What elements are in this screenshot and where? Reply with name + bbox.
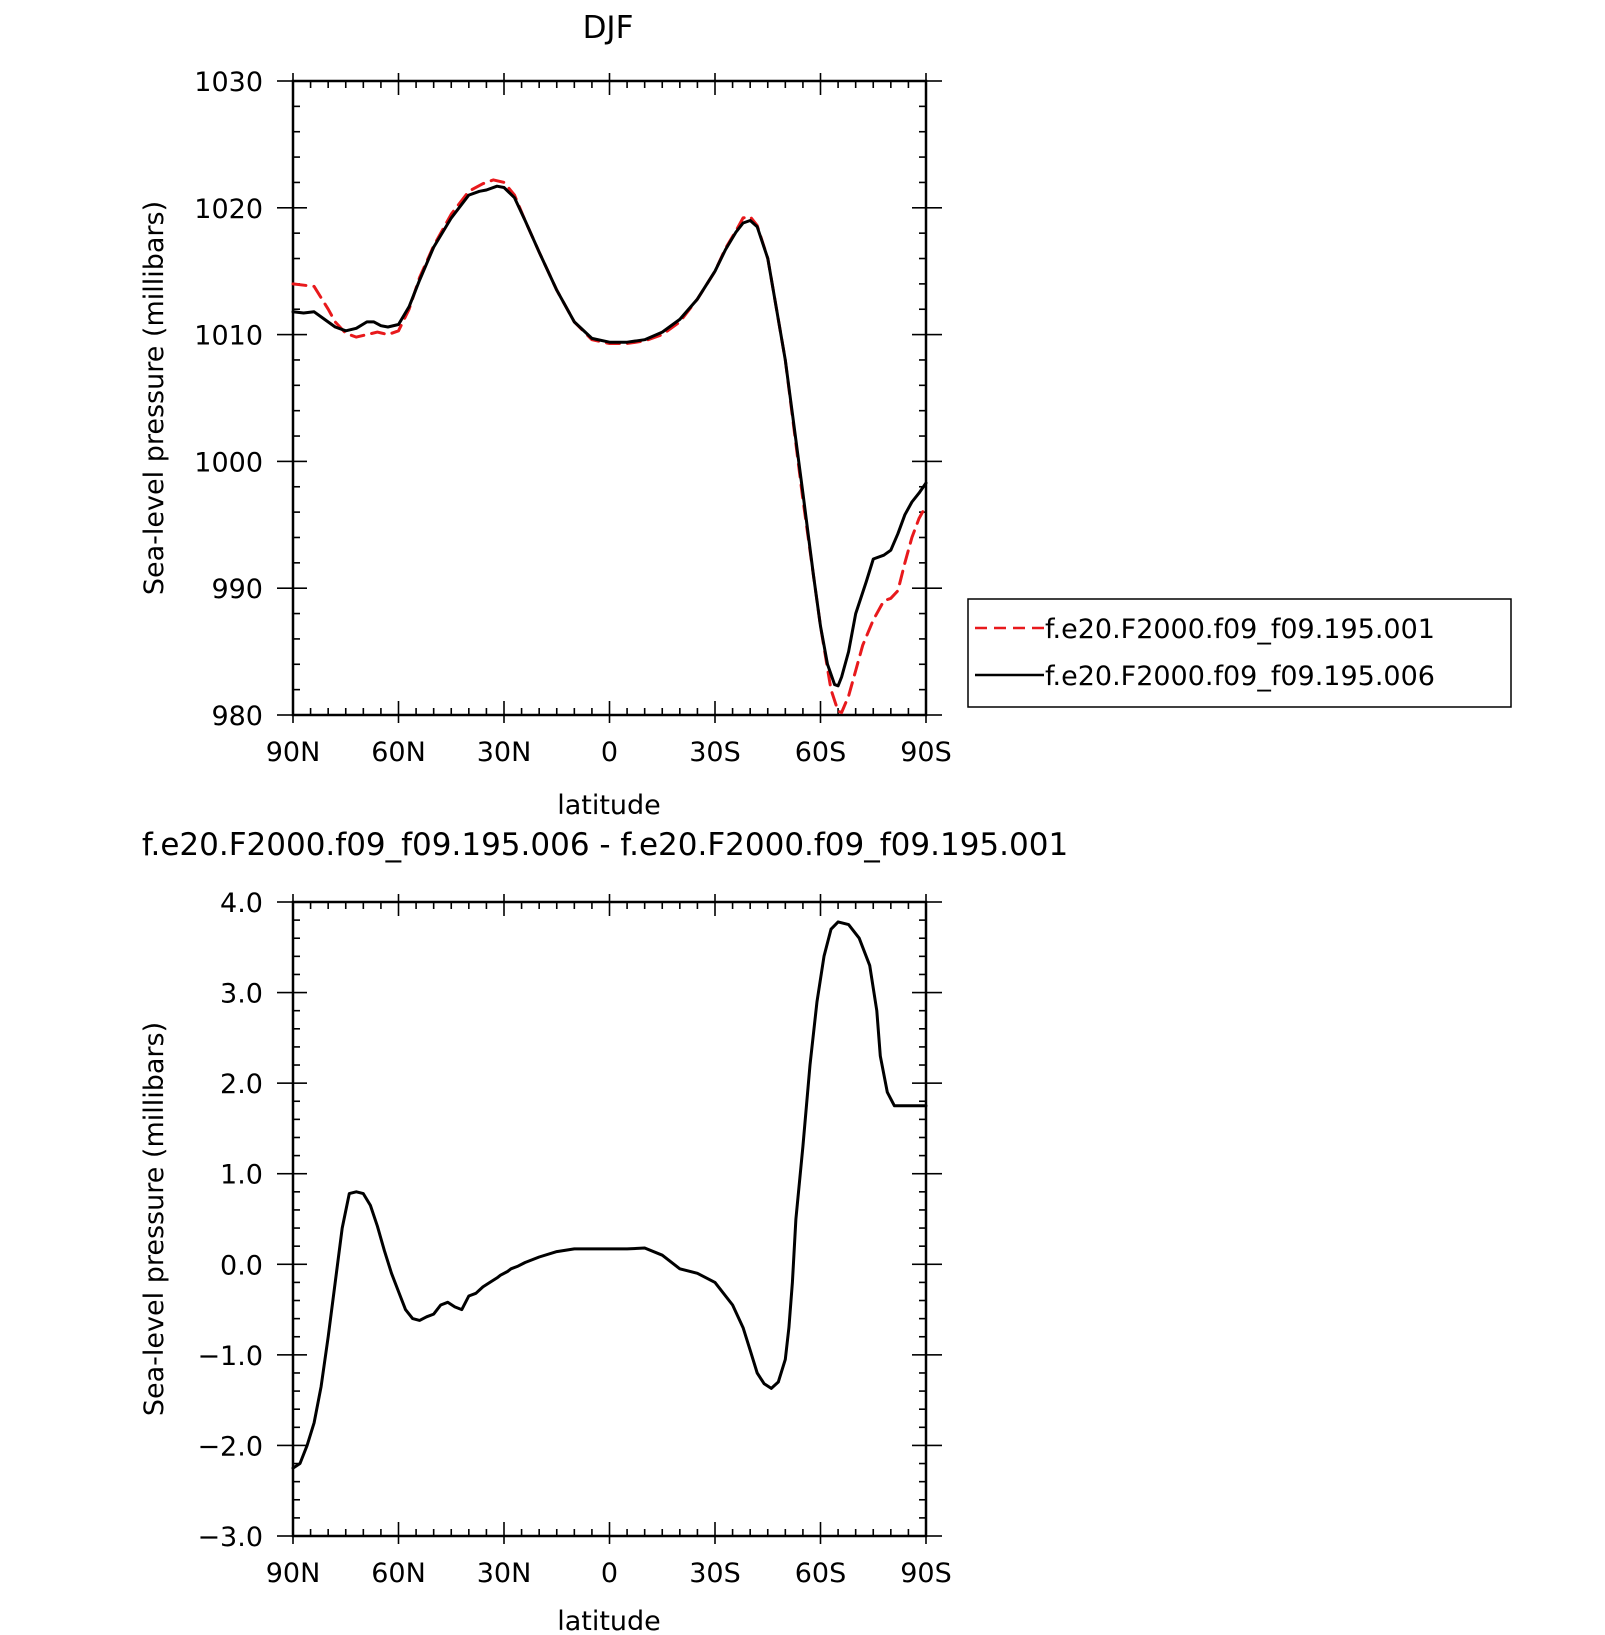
bottom-x-tick-label: 30N (477, 1558, 532, 1589)
top-series-line-2 (291, 184, 928, 688)
bottom-y-tick-label: 2.0 (220, 1069, 263, 1100)
top-y-tick-labels: 980 990 1000 1010 1020 1030 (194, 67, 263, 732)
bottom-axis-ticks (277, 894, 942, 1544)
bottom-x-tick-label: 60N (371, 1558, 426, 1589)
legend: f.e20.F2000.f09_f09.195.001 f.e20.F2000.… (967, 598, 1512, 708)
top-chart-title: DJF (583, 10, 634, 46)
top-x-tick-label: 90N (266, 737, 321, 768)
bottom-x-axis-title: latitude (557, 1606, 661, 1635)
bottom-series-group (291, 920, 928, 1470)
top-x-tick-label: 30S (689, 737, 741, 768)
top-y-axis-title: Sea-level pressure (millibars) (139, 201, 170, 595)
bottom-chart-title: f.e20.F2000.f09_f09.195.006 - f.e20.F200… (142, 827, 1068, 863)
top-series-line-1 (291, 178, 928, 714)
legend-box (967, 598, 1512, 708)
bottom-y-tick-label: 1.0 (220, 1160, 263, 1191)
bottom-y-tick-label: 3.0 (220, 979, 263, 1010)
bottom-x-tick-label: 0 (601, 1558, 618, 1589)
bottom-x-tick-label: 90N (266, 1558, 321, 1589)
bottom-plot-frame (291, 900, 928, 1538)
bottom-y-tick-label: −3.0 (197, 1522, 263, 1553)
top-y-tick-label: 980 (211, 701, 263, 732)
top-panel: DJF 90N 60N 30N 0 30S 60S 90S 980 990 1000 1010 10… (139, 10, 1512, 821)
bottom-series-line-1 (291, 920, 928, 1470)
top-y-tick-label: 1020 (194, 194, 263, 225)
top-x-tick-label: 90S (900, 737, 952, 768)
legend-label-series-001: f.e20.F2000.f09_f09.195.001 (1045, 614, 1435, 645)
top-x-tick-labels: 90N 60N 30N 0 30S 60S 90S (266, 737, 952, 768)
bottom-y-tick-label: −1.0 (197, 1341, 263, 1372)
bottom-y-axis-title: Sea-level pressure (millibars) (139, 1022, 170, 1416)
bottom-x-tick-label: 90S (900, 1558, 952, 1589)
top-x-tick-label: 60S (795, 737, 847, 768)
bottom-x-tick-label: 30S (689, 1558, 741, 1589)
bottom-y-tick-label: −2.0 (197, 1431, 263, 1462)
top-y-tick-label: 990 (211, 574, 263, 605)
top-plot-frame (291, 79, 928, 717)
bottom-y-tick-labels: −3.0 −2.0 −1.0 0.0 1.0 2.0 3.0 4.0 (197, 888, 263, 1553)
top-x-tick-label: 0 (601, 737, 618, 768)
top-x-tick-label: 60N (371, 737, 426, 768)
bottom-y-tick-label: 4.0 (220, 888, 263, 919)
bottom-x-tick-labels: 90N 60N 30N 0 30S 60S 90S (266, 1558, 952, 1589)
bottom-y-tick-label: 0.0 (220, 1250, 263, 1281)
top-series-group (291, 178, 928, 714)
top-x-axis-title: latitude (557, 790, 661, 821)
bottom-panel: f.e20.F2000.f09_f09.195.006 - f.e20.F200… (139, 827, 1068, 1635)
bottom-x-tick-label: 60S (795, 1558, 847, 1589)
top-y-tick-label: 1000 (194, 447, 263, 478)
top-x-tick-label: 30N (477, 737, 532, 768)
top-y-tick-label: 1010 (194, 321, 263, 352)
top-axis-ticks (277, 73, 942, 723)
top-y-tick-label: 1030 (194, 67, 263, 98)
legend-label-series-006: f.e20.F2000.f09_f09.195.006 (1045, 661, 1435, 692)
